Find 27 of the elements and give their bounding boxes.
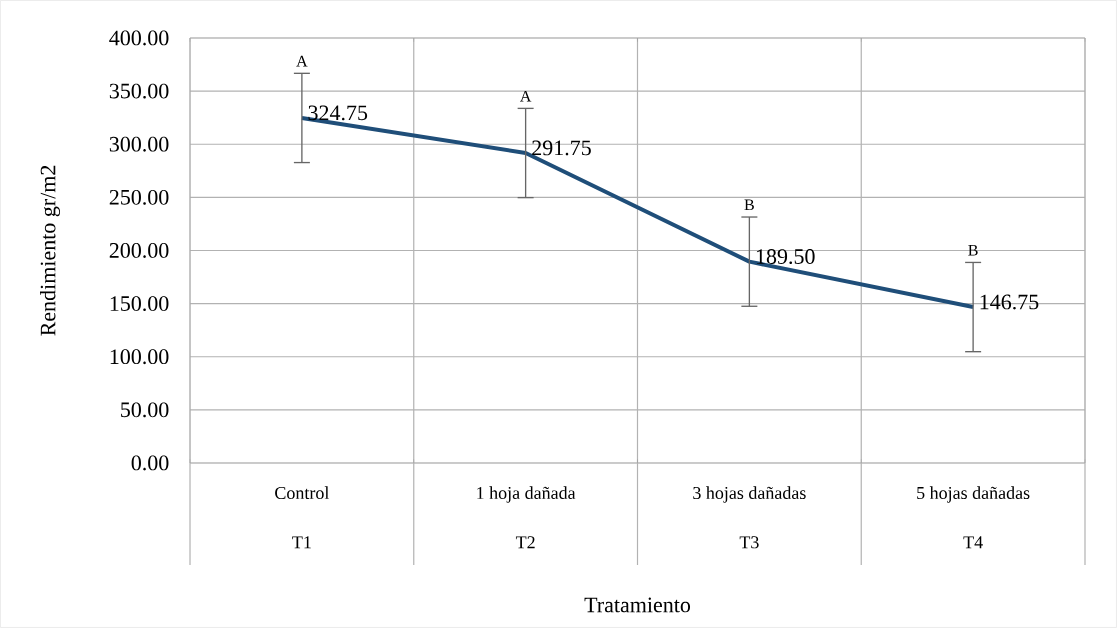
y-tick-label: 150.00 [110, 296, 169, 312]
y-tick-label: 0.00 [131, 455, 169, 471]
data-label: 324.75 [308, 105, 368, 121]
y-axis-title: Rendimiento gr/m2 [40, 165, 61, 336]
y-tick-label: 250.00 [109, 189, 169, 205]
annotation: B [968, 244, 978, 256]
data-label: 189.50 [756, 249, 815, 265]
y-tick-label: 100.00 [110, 349, 169, 365]
annotation: A [520, 90, 532, 102]
text: T2 [515, 536, 535, 549]
y-tick-label: 300.00 [109, 136, 169, 152]
text: T4 [963, 536, 983, 549]
x-tick-label: 3 hojas dañadas [693, 486, 806, 503]
y-tick-label: 200.00 [109, 243, 169, 258]
x-tick-label: Control [275, 486, 330, 500]
text: T3 [739, 536, 759, 549]
data-label: 146.75 [980, 294, 1039, 310]
text: T1 [292, 536, 311, 549]
annotation: B [744, 199, 754, 211]
y-tick-label: 400.00 [109, 30, 169, 46]
y-tick-label: 350.00 [109, 83, 169, 99]
x-axis-title: Tratamiento [584, 597, 691, 613]
annotation: A [296, 55, 308, 67]
y-tick-label: 50.00 [121, 402, 169, 418]
x-tick-label: 5 hojas dañadas [917, 486, 1030, 503]
data-label: 291.75 [532, 140, 591, 156]
x-tick-label: 1 hoja dañada [477, 486, 576, 503]
